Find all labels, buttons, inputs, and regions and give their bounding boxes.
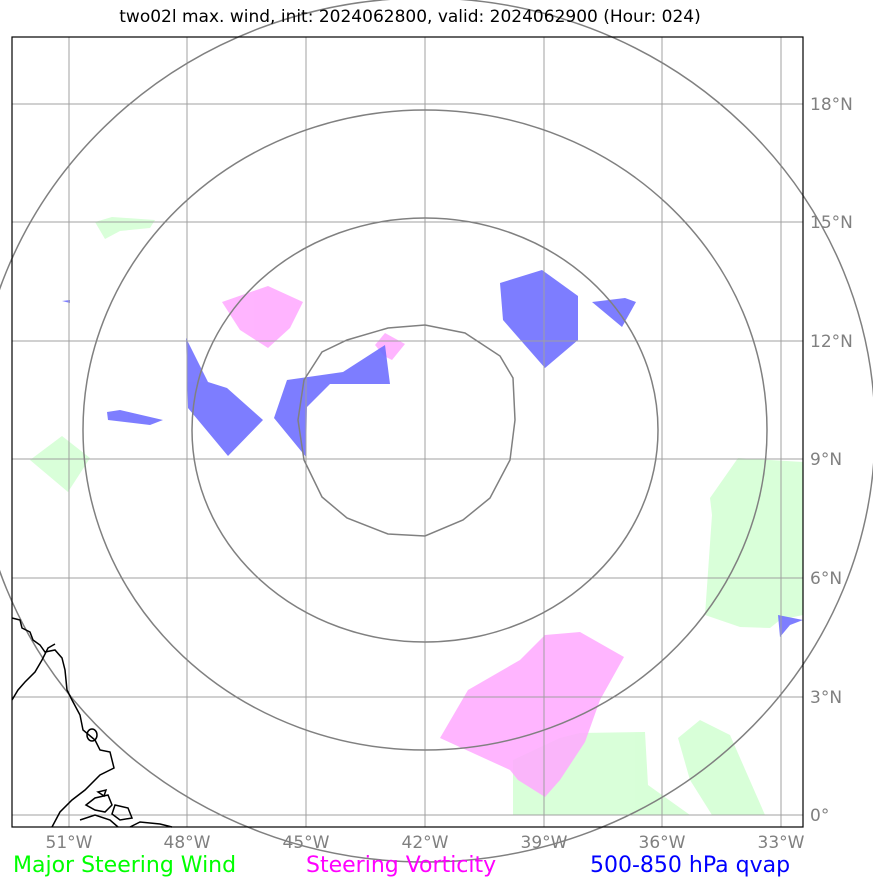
- steering-vorticity-fill: [222, 286, 624, 797]
- lon-label: 36°W: [639, 833, 686, 853]
- legend-steering-vorticity: Steering Vorticity: [306, 853, 497, 878]
- lon-label: 33°W: [758, 833, 805, 853]
- lat-label: 0°: [810, 806, 829, 826]
- lon-label: 48°W: [164, 833, 211, 853]
- legend-major-steering-wind: Major Steering Wind: [13, 853, 237, 878]
- map-plot-area: [0, 0, 873, 863]
- range-rings: [0, 0, 873, 863]
- lat-label: 12°N: [810, 332, 853, 352]
- graticule: [12, 37, 803, 827]
- range-ring-2: [191, 217, 659, 643]
- lon-label: 39°W: [521, 833, 568, 853]
- longitude-labels: 51°W 48°W 45°W 42°W 39°W 36°W 33°W: [46, 833, 805, 853]
- lon-label: 42°W: [402, 833, 449, 853]
- coastline: [11, 617, 173, 828]
- range-ring-4: [0, 0, 873, 863]
- range-ring-3: [82, 109, 768, 751]
- map-frame: [11, 36, 804, 828]
- map-title: two02l max. wind, init: 2024062800, vali…: [119, 7, 701, 27]
- lat-label: 3°N: [810, 688, 842, 708]
- lat-label: 6°N: [810, 569, 842, 589]
- qvap-fill: [62, 270, 803, 637]
- lat-label: 18°N: [810, 95, 853, 115]
- legend-qvap: 500-850 hPa qvap: [590, 853, 791, 878]
- lon-label: 51°W: [46, 833, 93, 853]
- range-ring-1: [297, 324, 516, 537]
- lat-label: 15°N: [810, 213, 853, 233]
- latitude-labels: 18°N 15°N 12°N 9°N 6°N 3°N 0°: [810, 95, 853, 826]
- lat-label: 9°N: [810, 450, 842, 470]
- lon-label: 45°W: [283, 833, 330, 853]
